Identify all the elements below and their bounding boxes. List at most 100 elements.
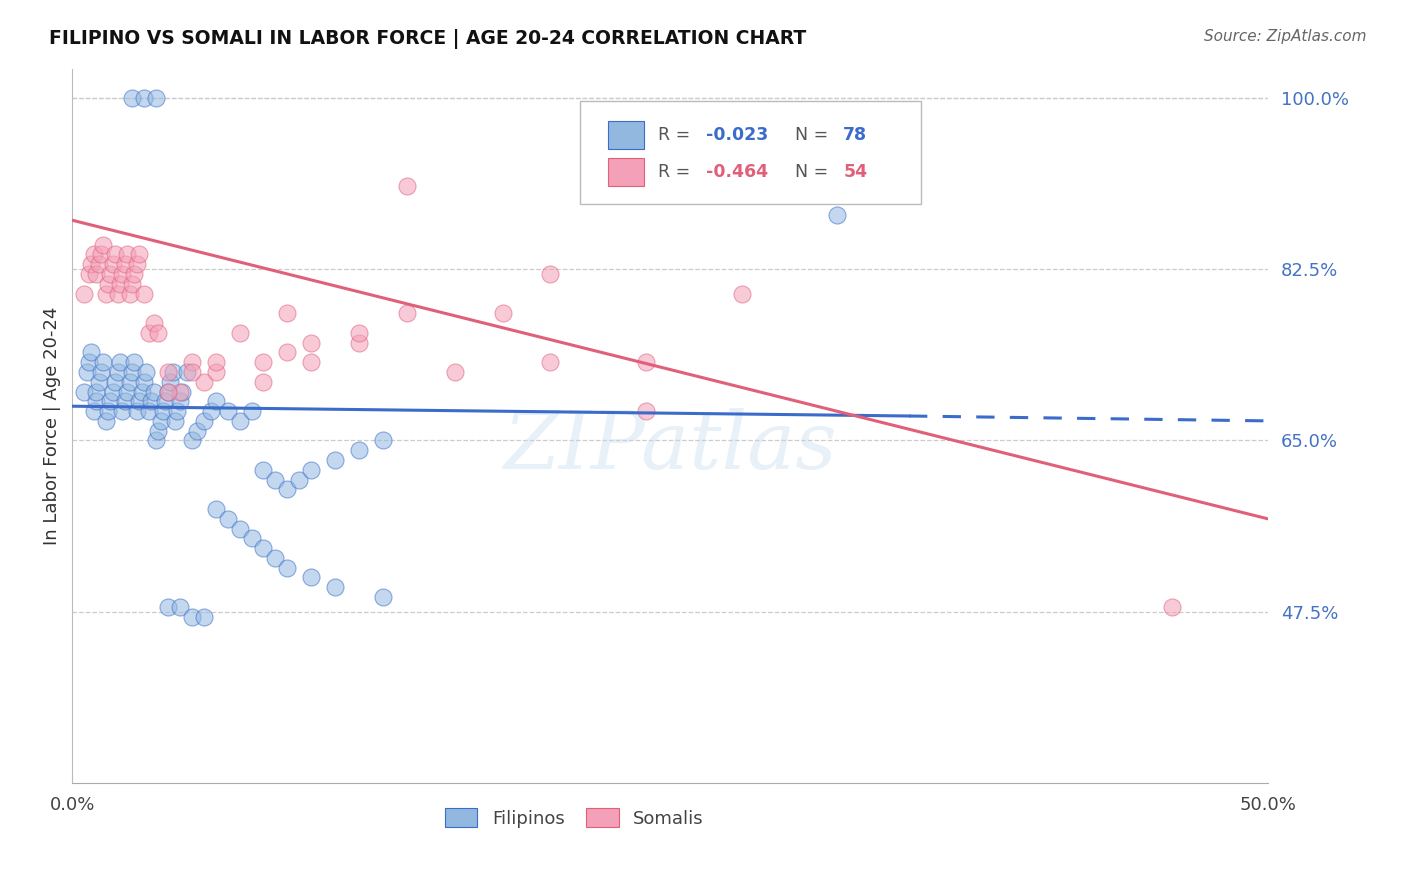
Point — [172, 384, 194, 399]
Point — [538, 355, 561, 369]
FancyBboxPatch shape — [581, 101, 921, 204]
Point — [634, 355, 657, 369]
Point — [149, 414, 172, 428]
Point — [180, 609, 202, 624]
Point — [193, 375, 215, 389]
Point — [193, 414, 215, 428]
Point — [204, 394, 226, 409]
Text: N =: N = — [796, 163, 834, 181]
Point — [217, 512, 239, 526]
Point — [323, 453, 346, 467]
Point — [90, 365, 112, 379]
Point — [152, 404, 174, 418]
Text: Source: ZipAtlas.com: Source: ZipAtlas.com — [1204, 29, 1367, 44]
Text: R =: R = — [658, 126, 696, 144]
Point — [240, 532, 263, 546]
Point — [84, 384, 107, 399]
Point — [156, 384, 179, 399]
Point — [395, 306, 418, 320]
Point — [132, 286, 155, 301]
Point — [443, 365, 465, 379]
Point — [97, 277, 120, 291]
Point — [91, 355, 114, 369]
Point — [169, 384, 191, 399]
Point — [83, 247, 105, 261]
Point — [252, 355, 274, 369]
Point — [142, 316, 165, 330]
Point — [121, 365, 143, 379]
Point — [228, 414, 250, 428]
Point — [80, 345, 103, 359]
Point — [128, 247, 150, 261]
Point — [252, 375, 274, 389]
Point — [827, 208, 849, 222]
Point — [228, 326, 250, 340]
Point — [156, 384, 179, 399]
Point — [118, 286, 141, 301]
Point — [142, 384, 165, 399]
Text: N =: N = — [796, 126, 834, 144]
Point — [87, 375, 110, 389]
Point — [118, 375, 141, 389]
Point — [100, 394, 122, 409]
Point — [169, 394, 191, 409]
Point — [491, 306, 513, 320]
Point — [176, 365, 198, 379]
Point — [128, 394, 150, 409]
Point — [100, 267, 122, 281]
Point — [124, 355, 146, 369]
Point — [145, 91, 167, 105]
Point — [148, 424, 170, 438]
Point — [299, 355, 322, 369]
Point — [87, 257, 110, 271]
Point — [107, 365, 129, 379]
Point — [217, 404, 239, 418]
Point — [111, 404, 134, 418]
Point — [204, 365, 226, 379]
Point — [288, 473, 311, 487]
Point — [132, 91, 155, 105]
Point — [138, 404, 160, 418]
Text: 54: 54 — [844, 163, 868, 181]
Point — [163, 414, 186, 428]
Point — [264, 550, 287, 565]
Point — [121, 91, 143, 105]
Point — [101, 257, 124, 271]
Point — [131, 384, 153, 399]
Point — [252, 541, 274, 555]
Point — [145, 434, 167, 448]
Point — [1161, 599, 1184, 614]
Point — [299, 463, 322, 477]
Point — [276, 306, 298, 320]
Point — [264, 473, 287, 487]
Point — [634, 404, 657, 418]
Point — [299, 570, 322, 584]
Point — [135, 365, 157, 379]
Point — [276, 560, 298, 574]
Point — [347, 326, 370, 340]
Point — [138, 326, 160, 340]
Point — [240, 404, 263, 418]
Point — [97, 404, 120, 418]
Point — [180, 355, 202, 369]
Point — [101, 384, 124, 399]
Point — [155, 394, 177, 409]
Point — [276, 345, 298, 359]
Point — [148, 326, 170, 340]
Point — [371, 434, 394, 448]
Point — [323, 580, 346, 594]
Point — [252, 463, 274, 477]
Point — [76, 365, 98, 379]
Point — [299, 335, 322, 350]
Point — [204, 502, 226, 516]
Point — [200, 404, 222, 418]
Point — [395, 178, 418, 193]
Text: 78: 78 — [844, 126, 868, 144]
Point — [124, 267, 146, 281]
Point — [121, 277, 143, 291]
Point — [84, 394, 107, 409]
Point — [94, 286, 117, 301]
Point — [94, 414, 117, 428]
Point — [347, 335, 370, 350]
Point — [104, 247, 127, 261]
